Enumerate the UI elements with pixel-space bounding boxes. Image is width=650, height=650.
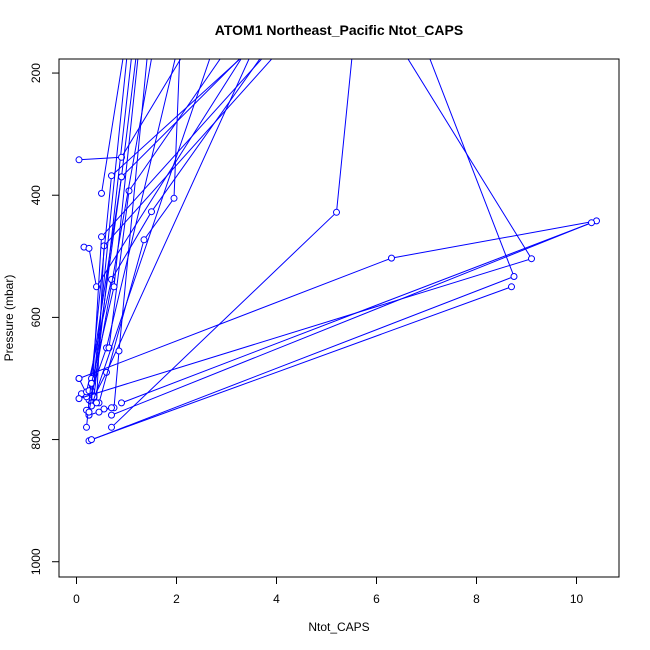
data-point: [108, 276, 115, 283]
y-tick-label: 800: [29, 429, 43, 449]
data-point: [140, 236, 148, 244]
data-point: [199, 21, 205, 27]
y-axis-label: Pressure (mbar): [2, 275, 16, 362]
data-point: [93, 399, 100, 407]
data-point: [269, 40, 275, 46]
data-point: [75, 395, 83, 403]
data-point: [85, 387, 93, 395]
y-axis: 200 400 600 800 1000: [29, 63, 60, 575]
data-point: [134, 9, 140, 15]
x-tick-label: 8: [473, 592, 480, 606]
series-line: [88, 59, 152, 413]
data-point: [118, 153, 125, 161]
series-line: [93, 59, 250, 398]
data-point: [85, 408, 93, 416]
series-6: [98, 33, 130, 197]
data-point: [88, 436, 95, 444]
data-point: [83, 423, 90, 431]
data-point: [148, 208, 155, 216]
data-point: [108, 423, 115, 431]
data-point: [388, 254, 395, 262]
series-7: [85, 9, 290, 419]
data-point: [229, 40, 235, 46]
series-line: [86, 59, 211, 411]
x-axis: 0 2 4 6 8 10: [73, 576, 584, 606]
y-tick-label: 1000: [29, 548, 43, 575]
data-point: [284, 40, 290, 46]
series-line: [101, 59, 124, 194]
series-layer: [75, 9, 600, 445]
x-tick-label: 10: [570, 592, 584, 606]
series-15: [110, 9, 155, 412]
data-point: [149, 9, 155, 15]
data-point: [124, 33, 130, 39]
series-5: [75, 21, 205, 164]
data-point: [125, 187, 133, 195]
x-tick-label: 0: [73, 592, 80, 606]
series-line: [78, 59, 533, 400]
series-9: [83, 40, 275, 396]
x-tick-label: 4: [273, 592, 280, 606]
data-point: [118, 399, 125, 407]
series-17: [75, 217, 600, 407]
series-8: [105, 40, 235, 352]
data-point: [108, 404, 115, 412]
data-point: [118, 173, 125, 181]
data-point: [588, 219, 595, 227]
series-line: [78, 59, 182, 161]
data-point: [108, 172, 115, 180]
x-tick-label: 2: [173, 592, 180, 606]
series-line: [111, 222, 592, 416]
data-point: [274, 40, 280, 46]
data-point: [126, 33, 132, 39]
data-point: [254, 40, 260, 46]
data-point: [333, 208, 340, 216]
series-line: [83, 59, 242, 289]
data-point: [508, 283, 515, 291]
data-point: [176, 40, 182, 46]
data-point: [115, 347, 123, 355]
data-point: [75, 156, 83, 164]
y-tick-label: 200: [29, 63, 43, 83]
data-point: [95, 408, 103, 416]
data-point: [108, 411, 115, 419]
y-tick-label: 600: [29, 307, 43, 327]
x-axis-label: Ntot_CAPS: [308, 620, 369, 634]
series-24: [88, 21, 145, 387]
data-point: [528, 255, 535, 263]
data-point: [354, 9, 360, 15]
series-20: [88, 283, 515, 444]
y-tick-label: 400: [29, 185, 43, 205]
series-18: [75, 59, 535, 403]
data-point: [179, 9, 185, 15]
series-21: [108, 219, 595, 419]
series-line: [78, 220, 597, 404]
data-point: [100, 405, 108, 413]
data-point: [139, 9, 145, 15]
series-line: [91, 286, 512, 441]
series-26: [85, 27, 160, 416]
data-point: [85, 244, 93, 252]
series-14: [108, 9, 360, 431]
data-point: [75, 375, 83, 382]
x-tick-label: 6: [373, 592, 380, 606]
series-line: [96, 59, 273, 403]
data-point: [154, 27, 160, 33]
data-point: [170, 194, 178, 202]
series-line: [86, 59, 241, 428]
data-point: [284, 9, 290, 15]
data-point: [98, 233, 105, 241]
series-line: [86, 59, 261, 393]
chart-title: ATOM1 Northeast_Pacific Ntot_CAPS: [215, 22, 463, 38]
data-point: [510, 273, 518, 280]
series-line: [88, 59, 515, 442]
data-point: [98, 189, 105, 197]
data-point: [249, 40, 255, 46]
data-point: [139, 21, 145, 27]
